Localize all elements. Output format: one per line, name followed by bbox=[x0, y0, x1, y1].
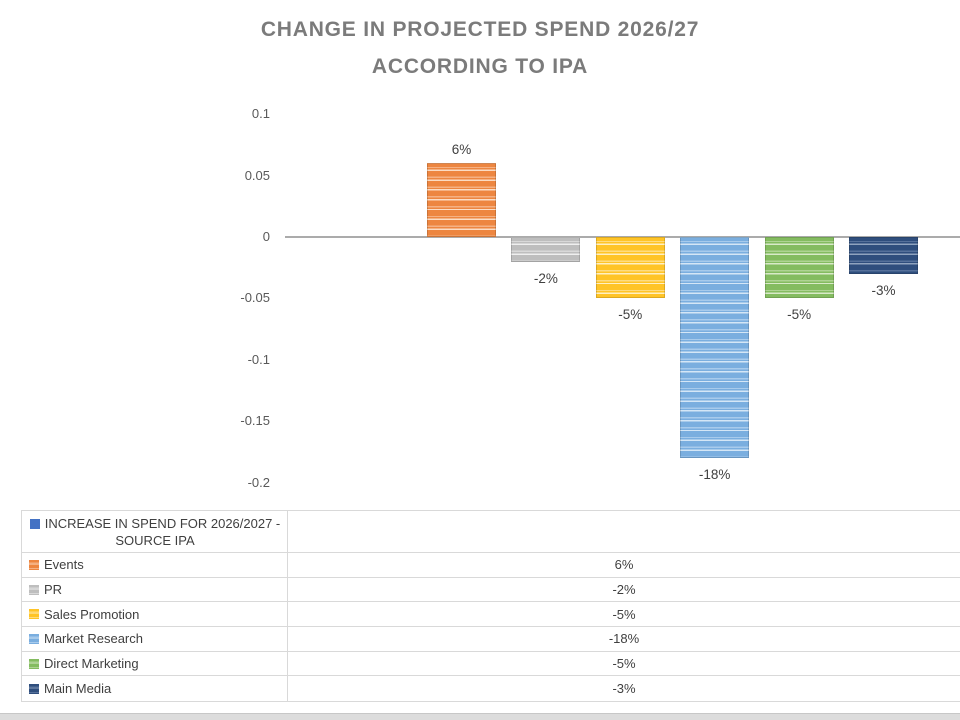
bar-pr bbox=[511, 237, 581, 262]
legend-swatch-main-media bbox=[29, 683, 39, 694]
zero-axis-line bbox=[285, 236, 960, 238]
y-axis-tick-label: 0.05 bbox=[244, 167, 270, 183]
legend-table: INCREASE IN SPEND FOR 2026/2027 - SOURCE… bbox=[21, 510, 960, 703]
legend-row-value: -5% bbox=[612, 606, 636, 622]
legend-row-market-research: Market Research -18% bbox=[22, 627, 960, 652]
legend-swatch-series bbox=[29, 519, 40, 529]
legend-row-value: -2% bbox=[612, 582, 636, 598]
legend-row-sales-promotion: Sales Promotion -5% bbox=[22, 602, 960, 628]
bar-direct-marketing bbox=[764, 237, 834, 299]
bar-value-label-pr: -2% bbox=[533, 270, 558, 286]
legend-series-name: INCREASE IN SPEND FOR 2026/2027 - SOURCE… bbox=[22, 511, 288, 552]
bottom-window-strip bbox=[0, 713, 960, 720]
y-axis-tick-label: -0.05 bbox=[240, 290, 270, 306]
legend-row-label-text: Main Media bbox=[44, 681, 112, 697]
legend-row-main-media: Main Media -3% bbox=[22, 676, 960, 702]
legend-row-label: PR bbox=[22, 577, 288, 602]
legend-row-label: Events bbox=[22, 553, 288, 577]
legend-row-label: Main Media bbox=[22, 676, 288, 702]
y-axis-tick-label: -0.1 bbox=[247, 351, 270, 367]
legend-row-label-text: Market Research bbox=[44, 631, 143, 647]
bar-value-label-market-research: -18% bbox=[698, 467, 731, 483]
y-axis-tick-label: -0.15 bbox=[240, 413, 270, 429]
bar-sales-promotion bbox=[595, 237, 665, 299]
legend-row-events: Events 6% bbox=[22, 553, 960, 578]
legend-row-label-text: Events bbox=[44, 557, 84, 573]
chart-title-line2: ACCORDING TO IPA bbox=[371, 55, 589, 78]
legend-table-header-row: INCREASE IN SPEND FOR 2026/2027 - SOURCE… bbox=[22, 511, 960, 553]
y-axis-tick-label: 0 bbox=[262, 229, 270, 244]
bar-events bbox=[427, 163, 496, 237]
legend-row-label: Sales Promotion bbox=[22, 602, 288, 627]
legend-swatch-sales-promotion bbox=[29, 609, 39, 620]
legend-swatch-pr bbox=[29, 584, 39, 595]
legend-row-value: -3% bbox=[612, 681, 636, 697]
bar-value-label-sales-promotion: -5% bbox=[618, 307, 643, 323]
legend-swatch-direct-marketing bbox=[29, 658, 39, 669]
legend-row-direct-marketing: Direct Marketing -5% bbox=[22, 651, 960, 677]
legend-row-pr: PR -2% bbox=[22, 577, 960, 603]
legend-row-value: -5% bbox=[612, 656, 636, 672]
legend-header-value-cell bbox=[288, 511, 960, 552]
legend-row-label-text: PR bbox=[44, 582, 63, 598]
bar-value-label-direct-marketing: -5% bbox=[787, 307, 812, 323]
y-axis-tick-label: 0.1 bbox=[251, 106, 270, 122]
bar-market-research bbox=[680, 237, 750, 459]
legend-row-label-text: Sales Promotion bbox=[44, 606, 140, 622]
legend-row-value: 6% bbox=[614, 557, 634, 573]
bar-value-label-main-media: -3% bbox=[871, 282, 896, 298]
legend-swatch-events bbox=[29, 559, 39, 570]
legend-row-label: Direct Marketing bbox=[22, 651, 288, 676]
legend-row-value: -18% bbox=[608, 631, 640, 647]
bar-main-media bbox=[849, 237, 918, 274]
legend-row-label-text: Direct Marketing bbox=[44, 656, 139, 672]
legend-swatch-market-research bbox=[29, 633, 39, 644]
chart-title-line1: CHANGE IN PROJECTED SPEND 2026/27 bbox=[260, 18, 700, 41]
y-axis-tick-label: -0.2 bbox=[247, 474, 270, 490]
legend-row-label: Market Research bbox=[22, 627, 288, 651]
bar-value-label-events: 6% bbox=[451, 142, 472, 158]
